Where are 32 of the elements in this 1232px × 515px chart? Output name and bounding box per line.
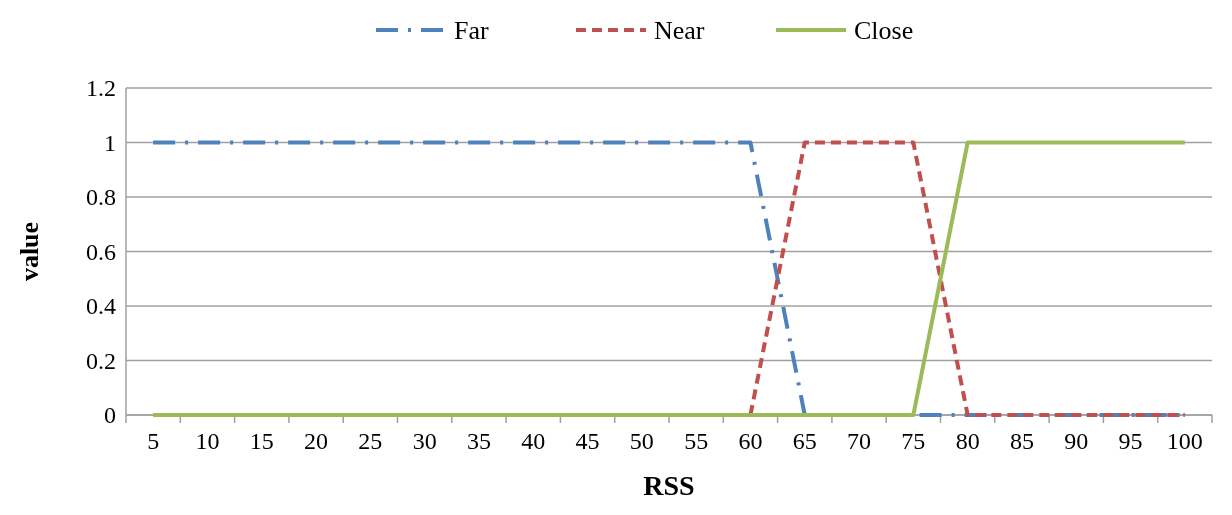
legend-label: Near (654, 16, 705, 45)
x-tick-label: 100 (1166, 428, 1203, 454)
x-tick-label: 90 (1064, 428, 1089, 454)
x-tick-label: 60 (738, 428, 763, 454)
x-tick-label: 80 (955, 428, 980, 454)
y-tick-label: 1 (104, 129, 116, 156)
x-tick-label: 75 (901, 428, 926, 454)
x-tick-label: 35 (466, 428, 491, 454)
x-tick-label: 20 (304, 428, 329, 454)
x-tick-label: 70 (847, 428, 872, 454)
x-tick-label: 85 (1009, 428, 1034, 454)
x-axis-title: RSS (643, 470, 695, 501)
y-axis-title: value (15, 221, 44, 282)
y-tick-label: 0.4 (86, 293, 116, 319)
y-tick-label: 0.8 (86, 184, 116, 210)
x-tick-label: 50 (629, 428, 654, 454)
legend-label: Close (854, 16, 914, 45)
x-tick-label: 95 (1118, 428, 1143, 454)
y-tick-label: 0.2 (86, 347, 116, 374)
x-tick-label: 10 (195, 428, 220, 454)
x-tick-label: 65 (792, 428, 817, 454)
legend-label: Far (454, 16, 489, 45)
x-tick-label: 25 (358, 428, 383, 454)
x-tick-label: 45 (575, 428, 600, 454)
x-tick-label: 5 (147, 428, 160, 454)
y-tick-label: 1.2 (86, 75, 116, 101)
y-tick-label: 0.6 (86, 238, 116, 265)
x-tick-label: 15 (249, 428, 274, 454)
y-tick-label: 0 (104, 402, 116, 428)
x-tick-label: 30 (412, 428, 437, 454)
x-tick-label: 55 (684, 428, 709, 454)
x-tick-label: 40 (521, 428, 546, 454)
